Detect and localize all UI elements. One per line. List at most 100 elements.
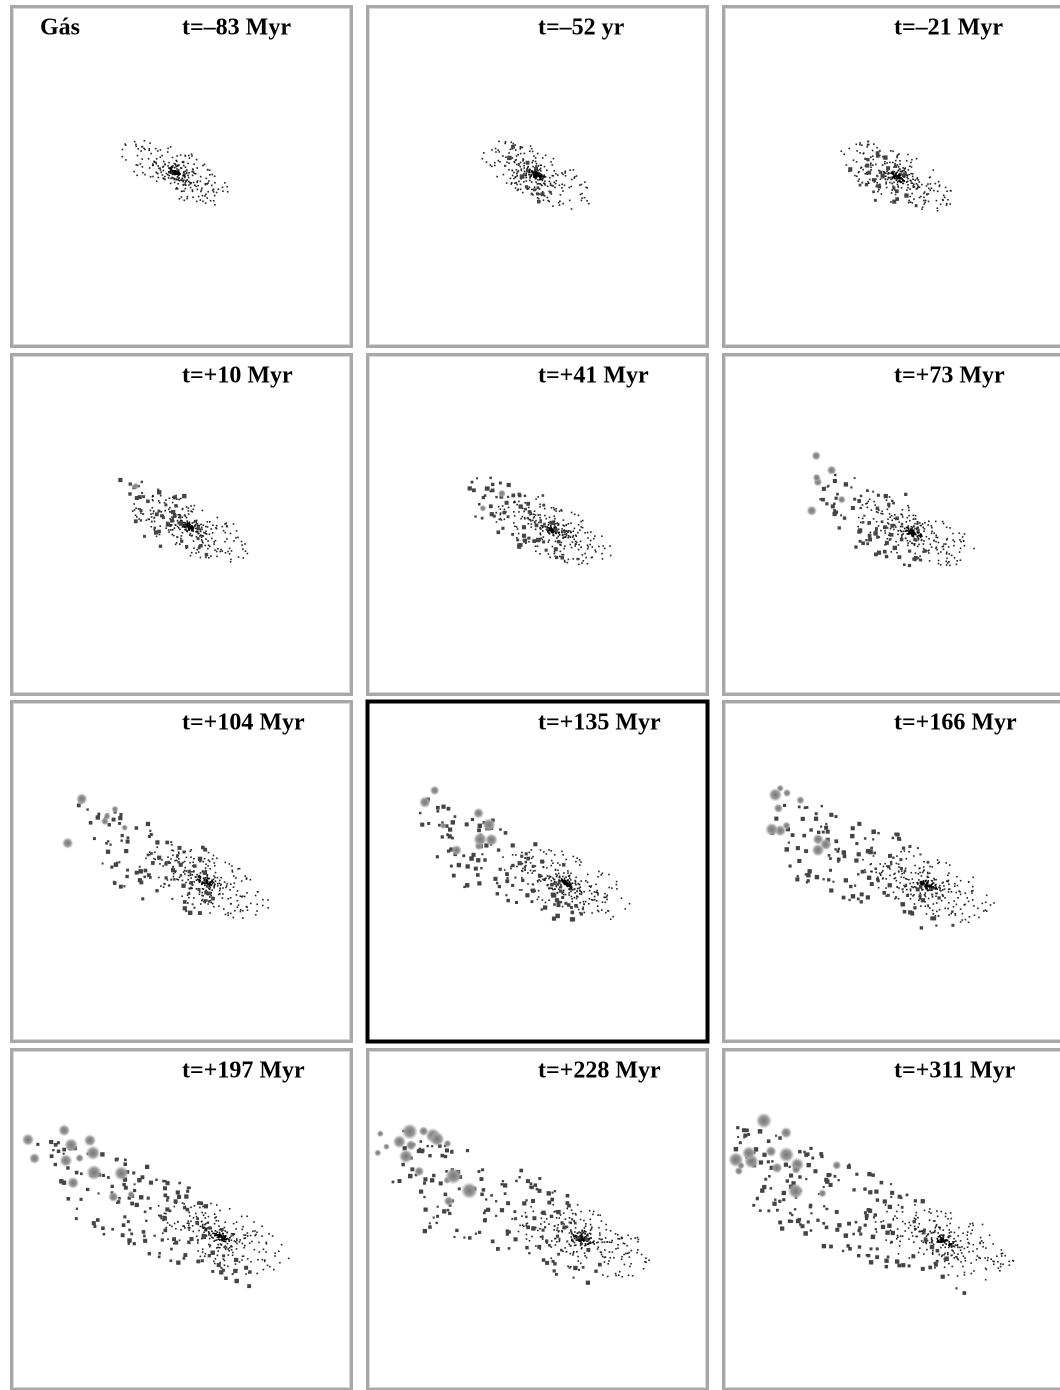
gas-particle <box>230 561 232 563</box>
gas-particle <box>215 1258 217 1260</box>
gas-particle <box>190 533 192 535</box>
gas-particle <box>914 179 916 181</box>
gas-particle <box>211 897 215 901</box>
gas-particle <box>506 161 508 163</box>
gas-particle <box>162 178 164 180</box>
gas-particle <box>184 177 186 179</box>
gas-particle <box>882 164 884 166</box>
panel: t=–52 yr <box>368 7 708 347</box>
gas-particle <box>218 188 220 190</box>
gas-particle <box>127 1220 130 1223</box>
gas-particle <box>870 167 872 169</box>
gas-particle <box>931 1237 933 1239</box>
gas-particle <box>76 1208 78 1210</box>
gas-particle <box>611 1242 613 1244</box>
gas-particle <box>513 1210 516 1213</box>
gas-particle <box>190 875 192 877</box>
gas-particle <box>504 1192 507 1195</box>
gas-particle <box>573 1266 577 1270</box>
gas-particle <box>942 1244 944 1246</box>
gas-particle <box>229 553 231 555</box>
gas-particle <box>909 1257 911 1259</box>
gas-particle <box>209 534 211 536</box>
gas-particle <box>973 905 975 907</box>
gas-particle <box>154 527 157 530</box>
gas-particle <box>540 880 542 882</box>
gas-particle <box>590 1233 592 1235</box>
gas-particle <box>213 906 215 908</box>
gas-particle <box>906 879 908 881</box>
gas-particle <box>237 537 239 539</box>
gas-particle <box>578 544 580 546</box>
gas-particle <box>181 895 183 897</box>
gas-particle <box>148 519 150 521</box>
gas-particle <box>937 191 939 193</box>
gas-particle <box>152 496 154 498</box>
gas-particle <box>202 535 204 537</box>
gas-particle <box>180 154 182 156</box>
gas-particle <box>598 1227 600 1229</box>
gas-particle <box>932 1232 934 1234</box>
gas-particle <box>544 181 546 183</box>
gas-particle <box>896 157 898 159</box>
gas-particle <box>956 560 958 562</box>
gas-particle <box>532 856 534 858</box>
gas-particle <box>237 890 239 892</box>
gas-particle <box>933 169 935 171</box>
gas-particle <box>629 1266 631 1268</box>
gas-particle <box>630 1263 632 1265</box>
gas-particle <box>229 1247 231 1249</box>
gas-particle <box>544 1226 546 1228</box>
gas-particle <box>890 173 892 175</box>
gas-particle <box>220 1267 222 1269</box>
gas-particle <box>562 203 564 205</box>
gas-particle <box>556 875 558 877</box>
gas-particle <box>535 171 537 173</box>
gas-particle <box>579 889 581 891</box>
gas-particle <box>580 194 582 196</box>
gas-particle <box>179 198 181 200</box>
gas-particle <box>107 1176 110 1179</box>
gas-particle <box>155 148 157 150</box>
gas-particle <box>933 532 935 534</box>
gas-particle <box>889 496 891 498</box>
gas-particle <box>153 510 155 512</box>
gas-particle <box>171 510 175 514</box>
gas-particle <box>914 865 916 867</box>
gas-particle <box>219 1210 221 1212</box>
gas-particle <box>851 894 855 898</box>
gas-particle <box>165 499 167 501</box>
gas-particle <box>919 1223 921 1225</box>
gas-particle <box>877 832 880 835</box>
gas-particle <box>137 155 139 157</box>
gas-particle <box>896 1211 898 1213</box>
gas-particle <box>148 1252 151 1255</box>
gas-particle <box>953 1238 955 1240</box>
gas-particle <box>562 190 564 192</box>
gas-particle <box>125 144 127 146</box>
gas-particle <box>192 189 194 191</box>
gas-particle <box>911 166 913 168</box>
gas-particle <box>204 858 206 860</box>
panel-frame <box>12 702 352 1042</box>
gas-particle <box>894 171 896 173</box>
gas-particle <box>917 529 920 532</box>
gas-particle <box>498 160 500 162</box>
gas-particle <box>222 887 224 889</box>
gas-particle <box>960 1261 962 1263</box>
gas-particle <box>898 887 900 889</box>
gas-clump <box>101 818 109 826</box>
gas-particle <box>873 855 875 857</box>
gas-particle <box>558 532 560 534</box>
gas-particle <box>555 508 557 510</box>
gas-particle <box>533 514 535 516</box>
gas-particle <box>508 162 510 164</box>
gas-particle <box>581 193 583 195</box>
gas-particle <box>935 895 937 897</box>
gas-particle <box>185 170 187 172</box>
gas-particle <box>518 181 520 183</box>
gas-particle <box>524 857 526 859</box>
gas-particle <box>917 521 919 523</box>
gas-particle <box>571 898 573 900</box>
gas-particle <box>518 1176 520 1178</box>
